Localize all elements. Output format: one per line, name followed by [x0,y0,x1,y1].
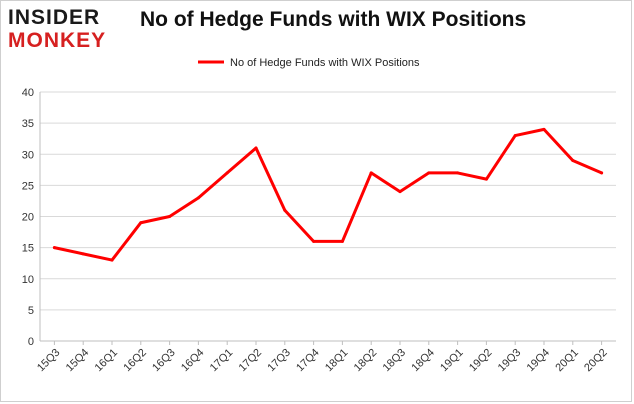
x-tick-label: 16Q4 [179,347,207,375]
data-point [312,239,316,243]
data-point [283,208,287,212]
x-tick-label: 16Q3 [150,347,178,375]
x-tick-label: 16Q2 [121,347,149,375]
data-point [600,171,604,175]
data-point [427,171,431,175]
data-point [139,221,143,225]
logo-text-top: INSIDER [8,6,101,29]
y-tick-label: 40 [22,87,34,99]
data-point [225,171,229,175]
x-tick-label: 16Q1 [93,347,121,375]
x-tick-label: 19Q2 [467,347,495,375]
y-tick-label: 5 [28,305,34,317]
x-tick-label: 15Q3 [35,347,63,375]
y-tick-label: 10 [22,274,34,286]
x-tick-label: 15Q4 [64,347,92,375]
y-tick-label: 15 [22,243,34,255]
x-tick-label: 18Q1 [323,347,351,375]
data-point [369,171,373,175]
x-tick-label: 17Q2 [237,347,265,375]
logo-text-bottom: MONKEY [8,29,107,52]
data-point [571,158,575,162]
insider-monkey-logo: INSIDER MONKEY [8,6,118,58]
data-point [110,258,114,262]
x-tick-label: 17Q4 [294,347,322,375]
x-tick-label: 19Q3 [496,347,524,375]
data-point [52,246,56,250]
y-tick-label: 20 [22,212,34,224]
x-tick-label: 18Q3 [381,347,409,375]
data-point [484,177,488,181]
data-point [513,134,517,138]
x-tick-label: 20Q1 [553,347,581,375]
x-tick-label: 18Q2 [352,347,380,375]
x-tick-label: 17Q1 [208,347,236,375]
y-tick-label: 35 [22,118,34,130]
x-tick-label: 20Q2 [582,347,610,375]
data-point [196,196,200,200]
chart-title: No of Hedge Funds with WIX Positions [140,8,527,31]
x-tick-label: 19Q1 [438,347,466,375]
y-tick-label: 30 [22,149,34,161]
data-point [542,127,546,131]
x-tick-label: 18Q4 [409,347,437,375]
data-point [168,215,172,218]
legend-label: No of Hedge Funds with WIX Positions [230,57,420,69]
series-line [52,127,604,262]
data-point [398,190,402,194]
y-tick-label: 25 [22,180,34,192]
data-point [254,146,258,150]
y-tick-label: 0 [28,336,34,348]
x-tick-label: 19Q4 [525,347,553,375]
data-point [340,239,344,243]
x-tick-label: 17Q3 [265,347,293,375]
data-point [81,252,85,256]
data-point [456,171,460,175]
